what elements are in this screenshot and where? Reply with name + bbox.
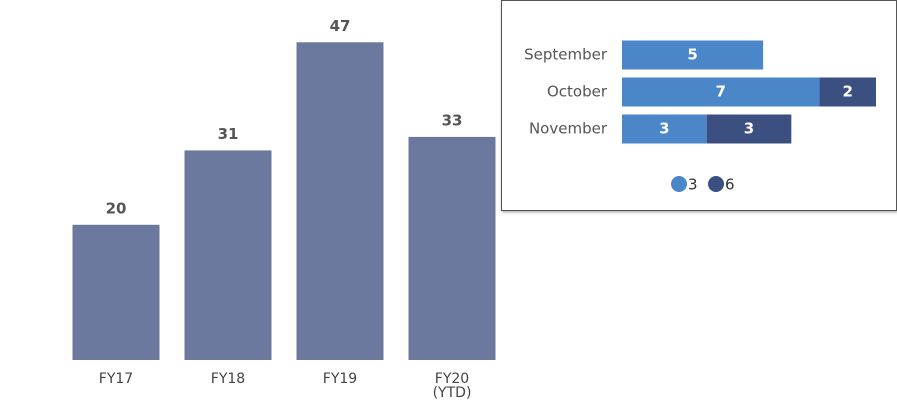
bar-segment [622,77,820,107]
bar-segment [706,114,792,144]
legend-marker [671,176,687,192]
x-tick-label: FY19 [322,371,358,387]
y-tick-label: November [529,120,608,138]
x-tick-label: FY20 (YTD) [432,371,472,401]
value-label: 3 [659,120,669,138]
value-label: 5 [687,46,697,64]
value-label: 47 [330,17,351,35]
value-label: 2 [843,83,853,101]
y-tick-label: October [547,83,608,101]
x-tick-label: FY18 [210,371,246,387]
bar-segment [819,77,876,107]
bar [184,150,272,360]
value-label: 20 [106,199,127,217]
bar-segment [622,40,764,70]
legend-label: 3 [688,176,698,194]
legend-marker [708,176,724,192]
value-label: 31 [218,125,239,143]
value-label: 33 [442,111,463,129]
legend-label: 6 [725,176,735,194]
x-tick-label: FY17 [98,371,134,387]
bar-segment [622,114,707,144]
bar [72,224,160,360]
value-label: 7 [716,83,726,101]
bar [296,42,384,360]
y-tick-label: September [524,46,608,64]
value-label: 3 [744,120,754,138]
bar [408,136,496,360]
